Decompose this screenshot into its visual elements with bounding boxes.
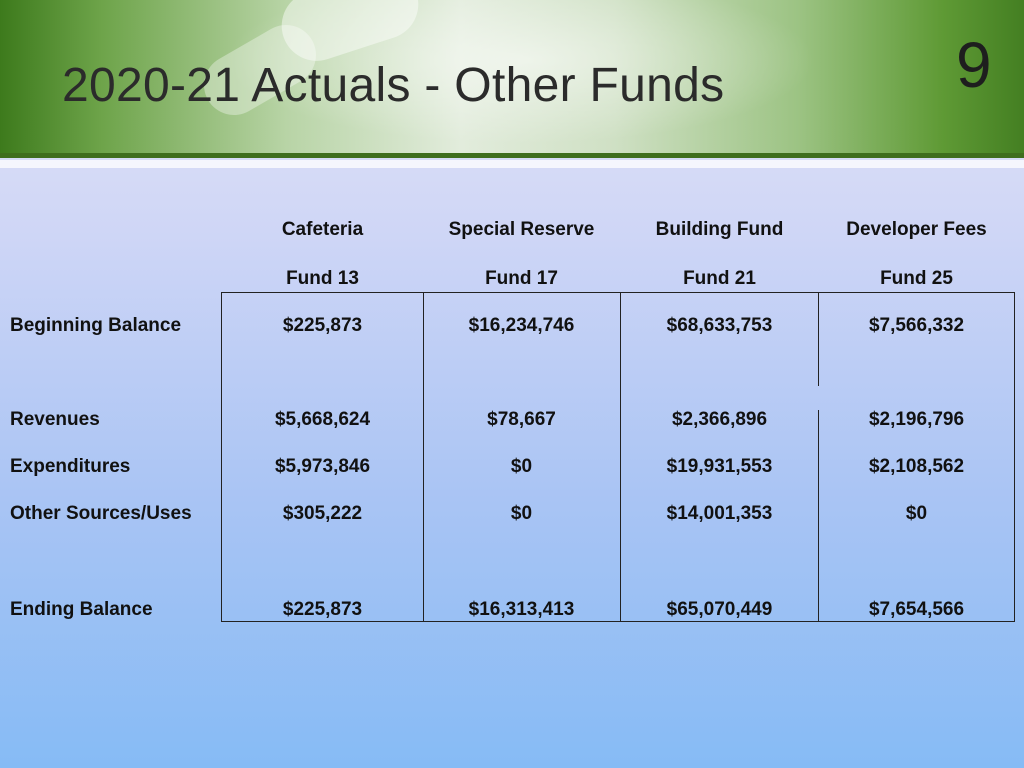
column-divider: [818, 340, 819, 386]
table-row-label: Revenues: [10, 409, 100, 430]
column-header-fund: Fund 25: [880, 268, 953, 289]
page-number: 9: [956, 29, 992, 101]
column-header-fund: Fund 21: [683, 268, 756, 289]
column-header-name: Developer Fees: [846, 219, 987, 240]
table-cell: $0: [510, 503, 533, 524]
table-cell: $16,234,746: [468, 315, 575, 336]
column-header-fund: Fund 17: [485, 268, 558, 289]
table-cell: $225,873: [282, 315, 363, 336]
header-stripe: [0, 153, 1024, 158]
table-row-label: Beginning Balance: [10, 315, 182, 336]
table-row-label: Ending Balance: [10, 599, 153, 620]
column-divider: [818, 292, 819, 340]
header-separator: [0, 160, 1024, 168]
table-cell: $5,973,846: [274, 456, 371, 477]
slide-header: [0, 0, 1024, 158]
column-divider: [620, 292, 621, 622]
column-header-fund: Fund 13: [286, 268, 359, 289]
table-cell: $7,566,332: [868, 315, 965, 336]
column-header-name: Building Fund: [655, 219, 784, 240]
table-cell: $78,667: [487, 409, 556, 430]
table-cell: $14,001,353: [666, 503, 773, 524]
column-header-name: Special Reserve: [448, 219, 595, 240]
table-cell: $5,668,624: [274, 409, 371, 430]
column-divider: [818, 410, 819, 622]
table-cell: $0: [510, 456, 533, 477]
column-divider: [423, 292, 424, 622]
table-cell: $0: [905, 503, 928, 524]
table-row-label: Other Sources/Uses: [10, 503, 192, 524]
slide-title: 2020-21 Actuals - Other Funds: [62, 59, 725, 112]
table-cell: $2,196,796: [868, 409, 965, 430]
table-cell: $19,931,553: [666, 456, 773, 477]
table-cell: $16,313,413: [468, 599, 575, 620]
table-cell: $305,222: [282, 503, 363, 524]
table-cell: $68,633,753: [666, 315, 773, 336]
table-cell: $65,070,449: [666, 599, 773, 620]
column-header-name: Cafeteria: [281, 219, 364, 240]
table-cell: $7,654,566: [868, 599, 965, 620]
table-cell: $225,873: [282, 599, 363, 620]
table-grid: [221, 292, 1015, 622]
table-cell: $2,366,896: [671, 409, 768, 430]
table-cell: $2,108,562: [868, 456, 965, 477]
table-row-label: Expenditures: [10, 456, 131, 477]
